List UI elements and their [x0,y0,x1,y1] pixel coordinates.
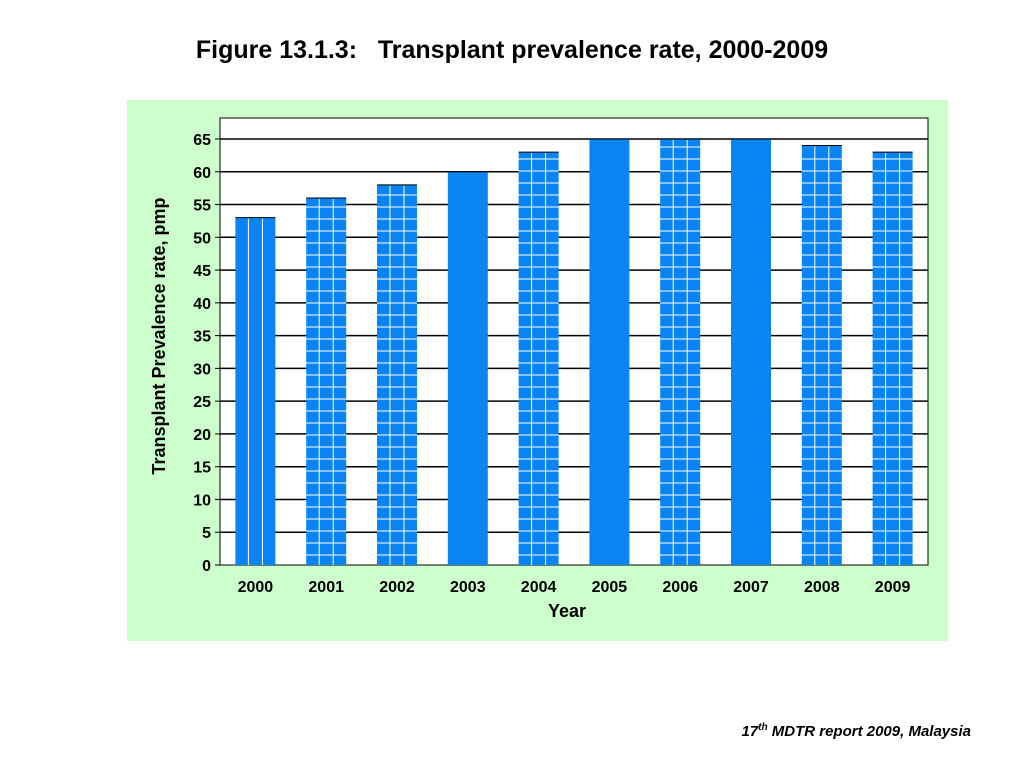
x-tick-label: 2000 [238,579,274,596]
y-tick-label: 50 [193,230,211,247]
y-tick-label: 65 [193,132,211,149]
bar [589,139,630,565]
bar [447,171,488,565]
x-tick-label: 2003 [450,579,486,596]
x-axis-title: Year [548,601,586,621]
y-axis-title: Transplant Prevalence rate, pmp [149,197,169,474]
y-tick-label: 60 [193,165,211,182]
x-tick-label: 2001 [308,579,344,596]
x-tick-label: 2008 [804,579,840,596]
bar [235,217,276,565]
y-tick-label: 0 [202,558,211,575]
bar-chart: 0 5 10 15 20 25 30 35 40 45 50 55 60 65 2000 2001 2002 20… [149,117,929,621]
x-tick-label: 2004 [521,579,557,596]
source-number: 17 [741,723,759,740]
y-tick-label: 40 [193,296,211,313]
chart-panel: 0 5 10 15 20 25 30 35 40 45 50 55 60 65 2000 2001 2002 20… [127,100,948,641]
bar [660,139,701,565]
bar [306,197,347,565]
bar [872,152,913,565]
source-superscript: th [758,722,768,733]
y-tick-label: 25 [193,394,211,411]
y-tick-label: 45 [193,263,211,280]
x-tick-label: 2002 [379,579,415,596]
y-tick-label: 35 [193,329,211,346]
bar [731,139,771,565]
y-tick-label: 55 [193,198,211,215]
source-text: MDTR report 2009, Malaysia [767,723,971,740]
figure-title: Figure 13.1.3: Transplant prevalence rat… [195,36,829,64]
y-tick-label: 5 [202,525,211,542]
x-tick-label: 2007 [733,579,769,596]
y-tick-label: 10 [193,492,211,509]
y-tick-label: 30 [193,361,211,378]
x-tick-label: 2006 [662,579,698,596]
y-tick-label: 15 [193,460,211,477]
x-tick-label: 2005 [592,579,628,596]
source-note: 17th MDTR report 2009, Malaysia [741,722,971,740]
bar [801,145,842,566]
x-tick-label: 2009 [875,579,911,596]
bar [518,152,559,565]
y-tick-label: 20 [193,427,211,444]
